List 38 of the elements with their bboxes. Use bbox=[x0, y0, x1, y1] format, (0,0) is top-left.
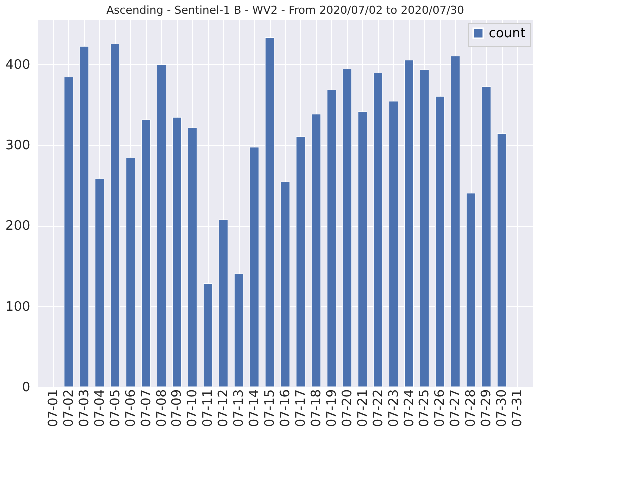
x-tick-label: 07-02 bbox=[62, 390, 77, 428]
legend-label: count bbox=[489, 26, 526, 42]
x-tick-label: 07-05 bbox=[108, 390, 124, 428]
x-tick-label: 07-01 bbox=[46, 390, 62, 428]
x-tick-label: 07-18 bbox=[309, 390, 324, 428]
y-tick-label: 0 bbox=[22, 380, 30, 396]
x-tick-label: 07-21 bbox=[356, 390, 371, 428]
x-tick-label: 07-22 bbox=[371, 390, 386, 428]
x-tick-label: 07-29 bbox=[480, 390, 495, 428]
x-tick-label: 07-16 bbox=[278, 390, 294, 428]
x-tick-label: 07-31 bbox=[510, 390, 526, 428]
x-tick-label: 07-11 bbox=[201, 390, 216, 428]
x-tick-label: 07-24 bbox=[402, 390, 418, 428]
x-tick-label: 07-26 bbox=[433, 390, 448, 428]
x-tick-label: 07-14 bbox=[248, 390, 263, 428]
x-tick-label: 07-13 bbox=[232, 390, 248, 428]
y-tick-label: 200 bbox=[6, 219, 30, 234]
x-tick-label: 07-08 bbox=[154, 390, 170, 428]
x-tick-label: 07-06 bbox=[124, 390, 139, 428]
chart-title: Ascending - Sentinel-1 B - WV2 - From 2020/07/02 to 2020/07/30 bbox=[106, 4, 464, 17]
x-tick-label: 07-27 bbox=[448, 390, 464, 428]
x-tick-label: 07-25 bbox=[418, 390, 433, 428]
y-tick-label: 400 bbox=[6, 58, 30, 73]
x-tick-label: 07-23 bbox=[386, 390, 402, 428]
x-tick-label: 07-28 bbox=[464, 390, 480, 428]
x-tick-label: 07-10 bbox=[186, 390, 201, 428]
x-tick-label: 07-17 bbox=[294, 390, 309, 428]
x-tick-label: 07-15 bbox=[263, 390, 278, 428]
y-tick-label: 100 bbox=[6, 300, 30, 315]
x-tick-label: 07-20 bbox=[340, 390, 356, 428]
y-tick-label: 300 bbox=[6, 138, 30, 154]
x-tick-label: 07-12 bbox=[216, 390, 232, 428]
x-tick-label: 07-07 bbox=[139, 390, 154, 428]
x-tick-label: 07-09 bbox=[170, 390, 186, 428]
x-tick-label: 07-04 bbox=[92, 390, 108, 428]
x-tick-label: 07-19 bbox=[324, 390, 340, 428]
x-tick-label: 07-30 bbox=[495, 390, 510, 428]
x-tick-label: 07-03 bbox=[77, 390, 92, 428]
